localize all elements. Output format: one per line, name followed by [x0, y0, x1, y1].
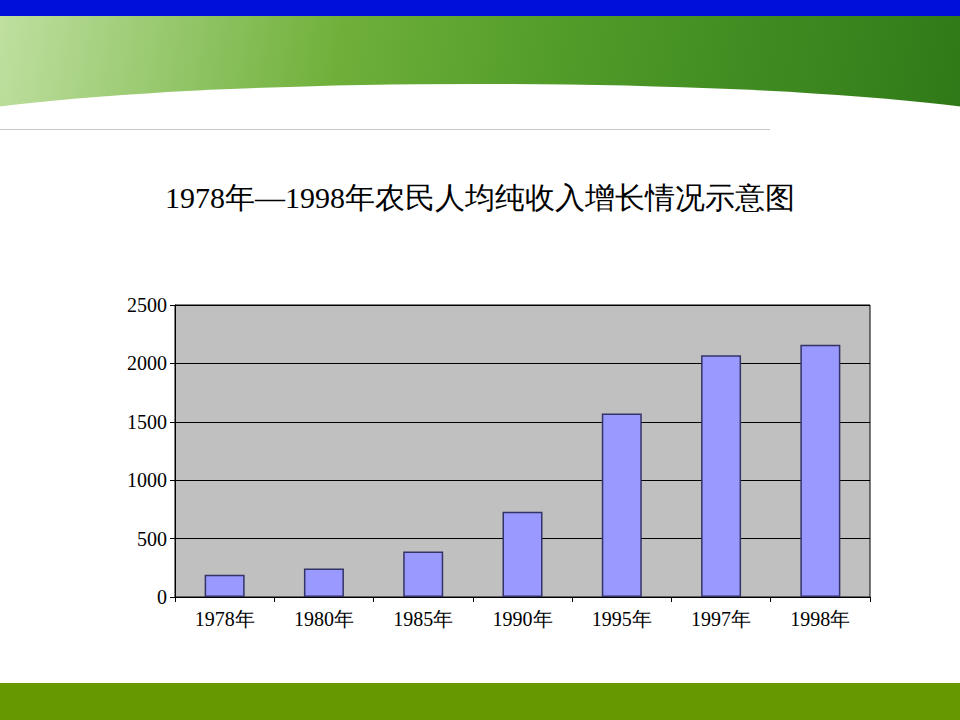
- svg-text:1997年: 1997年: [691, 608, 751, 630]
- svg-text:1995年: 1995年: [592, 608, 652, 630]
- svg-text:1978年: 1978年: [195, 608, 255, 630]
- svg-text:1500: 1500: [127, 411, 167, 433]
- svg-text:1998年: 1998年: [790, 608, 850, 630]
- svg-text:1980年: 1980年: [294, 608, 354, 630]
- svg-text:1985年: 1985年: [393, 608, 453, 630]
- svg-text:500: 500: [137, 528, 167, 550]
- svg-text:1000: 1000: [127, 469, 167, 491]
- svg-text:2500: 2500: [127, 294, 167, 316]
- svg-text:1978年—1998年农民人均纯收入增长情况示意图: 1978年—1998年农民人均纯收入增长情况示意图: [165, 181, 795, 214]
- svg-text:1990年: 1990年: [493, 608, 553, 630]
- svg-text:2000: 2000: [127, 352, 167, 374]
- svg-text:0: 0: [157, 586, 167, 608]
